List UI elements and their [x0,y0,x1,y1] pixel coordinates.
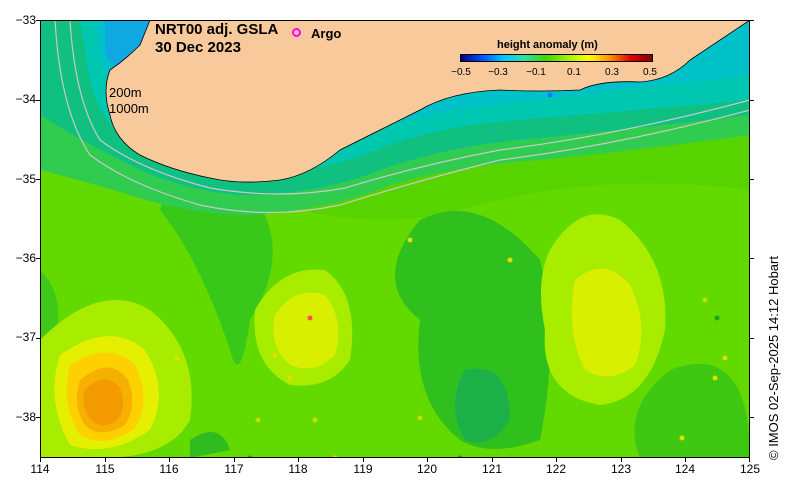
y-tick-label: −34 [15,92,36,106]
map-date: 30 Dec 2023 [155,39,241,56]
y-tick-mark-right [750,258,754,259]
x-tick-label: 123 [610,462,632,476]
x-tick-label: 124 [674,462,696,476]
colorbar-tick: −0.1 [526,67,546,78]
x-tick-label: 114 [30,462,50,476]
isobath-200m-line [69,20,750,195]
argo-float [679,435,685,441]
y-tick-mark [36,179,40,180]
map-title: NRT00 adj. GSLA [155,21,279,38]
sla-positive-east-core [571,268,642,377]
y-tick-mark [36,417,40,418]
y-tick-mark [36,258,40,259]
x-tick-label: 119 [353,462,373,476]
x-tick-mark [621,458,622,462]
argo-float [312,417,318,423]
x-tick-mark [105,458,106,462]
colorbar-tick: −0.5 [451,67,471,78]
sla-positive-central-core [273,292,339,369]
x-tick-label: 117 [224,462,244,476]
sla-negative-west [160,178,273,365]
isobath-label-1000m: 1000m [109,101,149,116]
colorbar-tick: 0.3 [605,67,619,78]
colorbar [460,54,653,62]
argo-float [712,375,718,381]
x-tick-mark [234,458,235,462]
x-tick-label: 120 [416,462,438,476]
x-tick-label: 116 [159,462,179,476]
argo-float [722,355,728,361]
argo-legend-icon [292,28,301,37]
x-tick-mark [556,458,557,462]
x-tick-label: 118 [288,462,308,476]
sla-map [40,20,750,458]
y-tick-mark [36,100,40,101]
sla-positive-sw-core [83,379,124,426]
argo-float [272,352,278,358]
colorbar-tick: −0.3 [488,67,508,78]
argo-float [417,415,423,421]
x-tick-label: 115 [95,462,115,476]
isobath-1000m-line [54,20,750,214]
x-tick-mark [363,458,364,462]
argo-float [714,315,720,321]
sla-negative-south [190,432,230,458]
x-tick-mark [427,458,428,462]
argo-float [174,355,180,361]
sla-negative-central-core [455,368,510,443]
argo-float [407,237,413,243]
colorbar-tick: 0.1 [567,67,581,78]
credit-text: © IMOS 02-Sep-2025 14:12 Hobart [766,256,781,460]
argo-legend-label: Argo [311,26,342,41]
map-plot-area [40,20,750,458]
y-tick-label: −35 [15,172,36,186]
argo-float [507,257,513,263]
sla-negative-central [395,211,550,449]
x-tick-mark [298,458,299,462]
y-tick-mark-right [750,417,754,418]
argo-float [547,92,553,98]
x-tick-mark [749,458,750,462]
y-tick-label: −33 [15,13,36,27]
y-tick-mark [36,338,40,339]
y-tick-label: −37 [15,330,36,344]
x-tick-label: 122 [545,462,567,476]
x-tick-mark [169,458,170,462]
x-tick-mark [685,458,686,462]
y-tick-mark-right [750,338,754,339]
y-tick-mark [36,20,40,21]
colorbar-tick: 0.5 [643,67,657,78]
isobath-label-200m: 200m [109,85,142,100]
x-tick-mark [492,458,493,462]
y-tick-label: −38 [15,410,36,424]
y-tick-label: −36 [15,251,36,265]
y-tick-mark-right [750,20,754,21]
argo-float [255,417,261,423]
argo-float [307,315,313,321]
argo-float [287,375,293,381]
colorbar-title: height anomaly (m) [497,39,598,51]
y-tick-mark-right [750,179,754,180]
argo-float [702,297,708,303]
x-tick-label: 121 [481,462,503,476]
y-tick-mark-right [750,100,754,101]
x-tick-label: 125 [739,462,761,476]
x-tick-mark [40,458,41,462]
sla-negative-southeast [634,363,750,458]
